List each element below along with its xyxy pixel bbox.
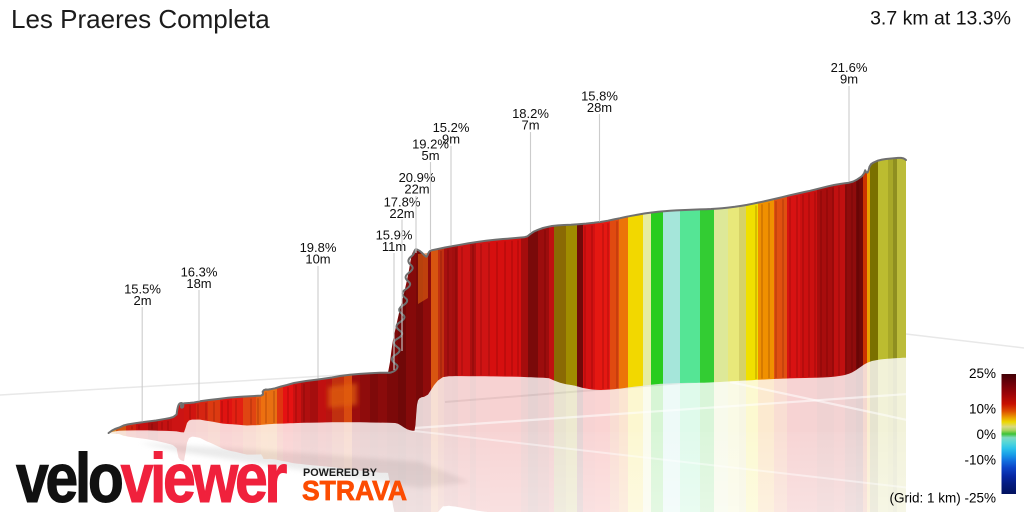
svg-text:25%: 25% <box>969 366 996 381</box>
svg-text:POWERED BY: POWERED BY <box>303 467 378 479</box>
svg-text:15.9%11m: 15.9% 11m <box>376 228 413 255</box>
svg-text:18.2%7m: 18.2% 7m <box>512 106 549 133</box>
svg-text:19.2%5m: 19.2% 5m <box>412 137 449 164</box>
svg-text:15.8%28m: 15.8% 28m <box>581 89 618 116</box>
svg-text:STRAVA: STRAVA <box>302 475 407 506</box>
svg-text:20.9%22m: 20.9% 22m <box>399 170 436 197</box>
svg-text:-10%: -10% <box>964 453 996 468</box>
svg-text:Les Praeres Completa: Les Praeres Completa <box>11 4 270 34</box>
svg-text:15.2%9m: 15.2% 9m <box>433 120 470 147</box>
svg-text:17.8%22m: 17.8% 22m <box>384 194 421 221</box>
svg-text:19.8%10m: 19.8% 10m <box>300 240 337 267</box>
svg-text:21.6%9m: 21.6% 9m <box>831 60 868 87</box>
svg-text:15.5%2m: 15.5% 2m <box>124 282 161 309</box>
svg-text:(Grid: 1 km) -25%: (Grid: 1 km) -25% <box>889 491 996 506</box>
svg-text:0%: 0% <box>976 427 996 442</box>
svg-text:3.7 km at 13.3%: 3.7 km at 13.3% <box>870 8 1011 30</box>
svg-text:veloviewer: veloviewer <box>16 439 287 512</box>
svg-text:16.3%18m: 16.3% 18m <box>181 265 218 292</box>
svg-text:10%: 10% <box>969 402 996 417</box>
